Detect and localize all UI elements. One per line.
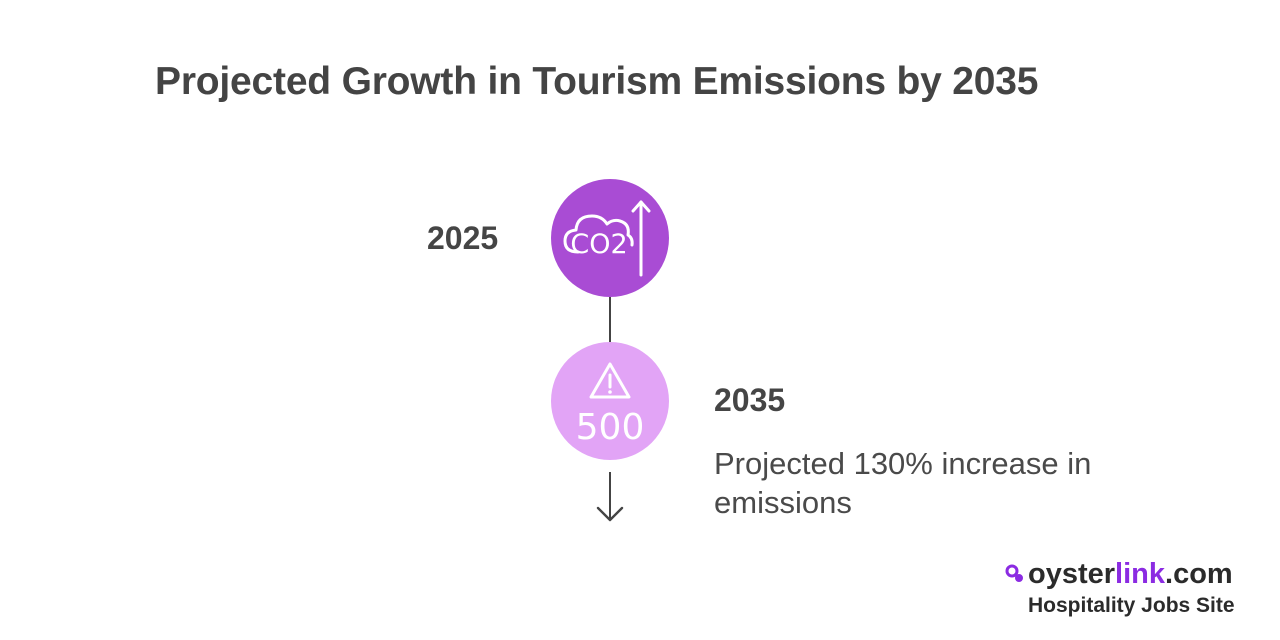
brand-name-oyster: oyster: [1028, 558, 1116, 590]
year-label-2025: 2025: [427, 220, 499, 256]
timeline-node-2025: CO2: [551, 179, 669, 297]
brand-name-link: link: [1115, 558, 1166, 590]
brand-name-com: .com: [1165, 558, 1233, 590]
timeline-connector: [609, 297, 611, 342]
warning-500-icon: 500: [576, 362, 645, 448]
svg-text:CO2: CO2: [570, 229, 627, 260]
year-label-2035: 2035: [714, 382, 786, 418]
co2-cloud-rising-icon: CO2: [563, 200, 651, 277]
brand-tagline: Hospitality Jobs Site: [1028, 594, 1235, 617]
page-title: Projected Growth in Tourism Emissions by…: [155, 60, 1039, 103]
timeline-node-2035: 500: [551, 342, 669, 460]
oysterlink-logo-icon: [1005, 564, 1023, 583]
brand-wordmark: oysterlink.com: [1004, 556, 1233, 592]
emissions-description: Projected 130% increase in emissions: [714, 446, 1092, 520]
svg-text:500: 500: [576, 407, 645, 448]
brand-logo: oysterlink.com Hospitality Jobs Site: [1004, 556, 1264, 626]
down-arrow-icon: [596, 472, 624, 522]
